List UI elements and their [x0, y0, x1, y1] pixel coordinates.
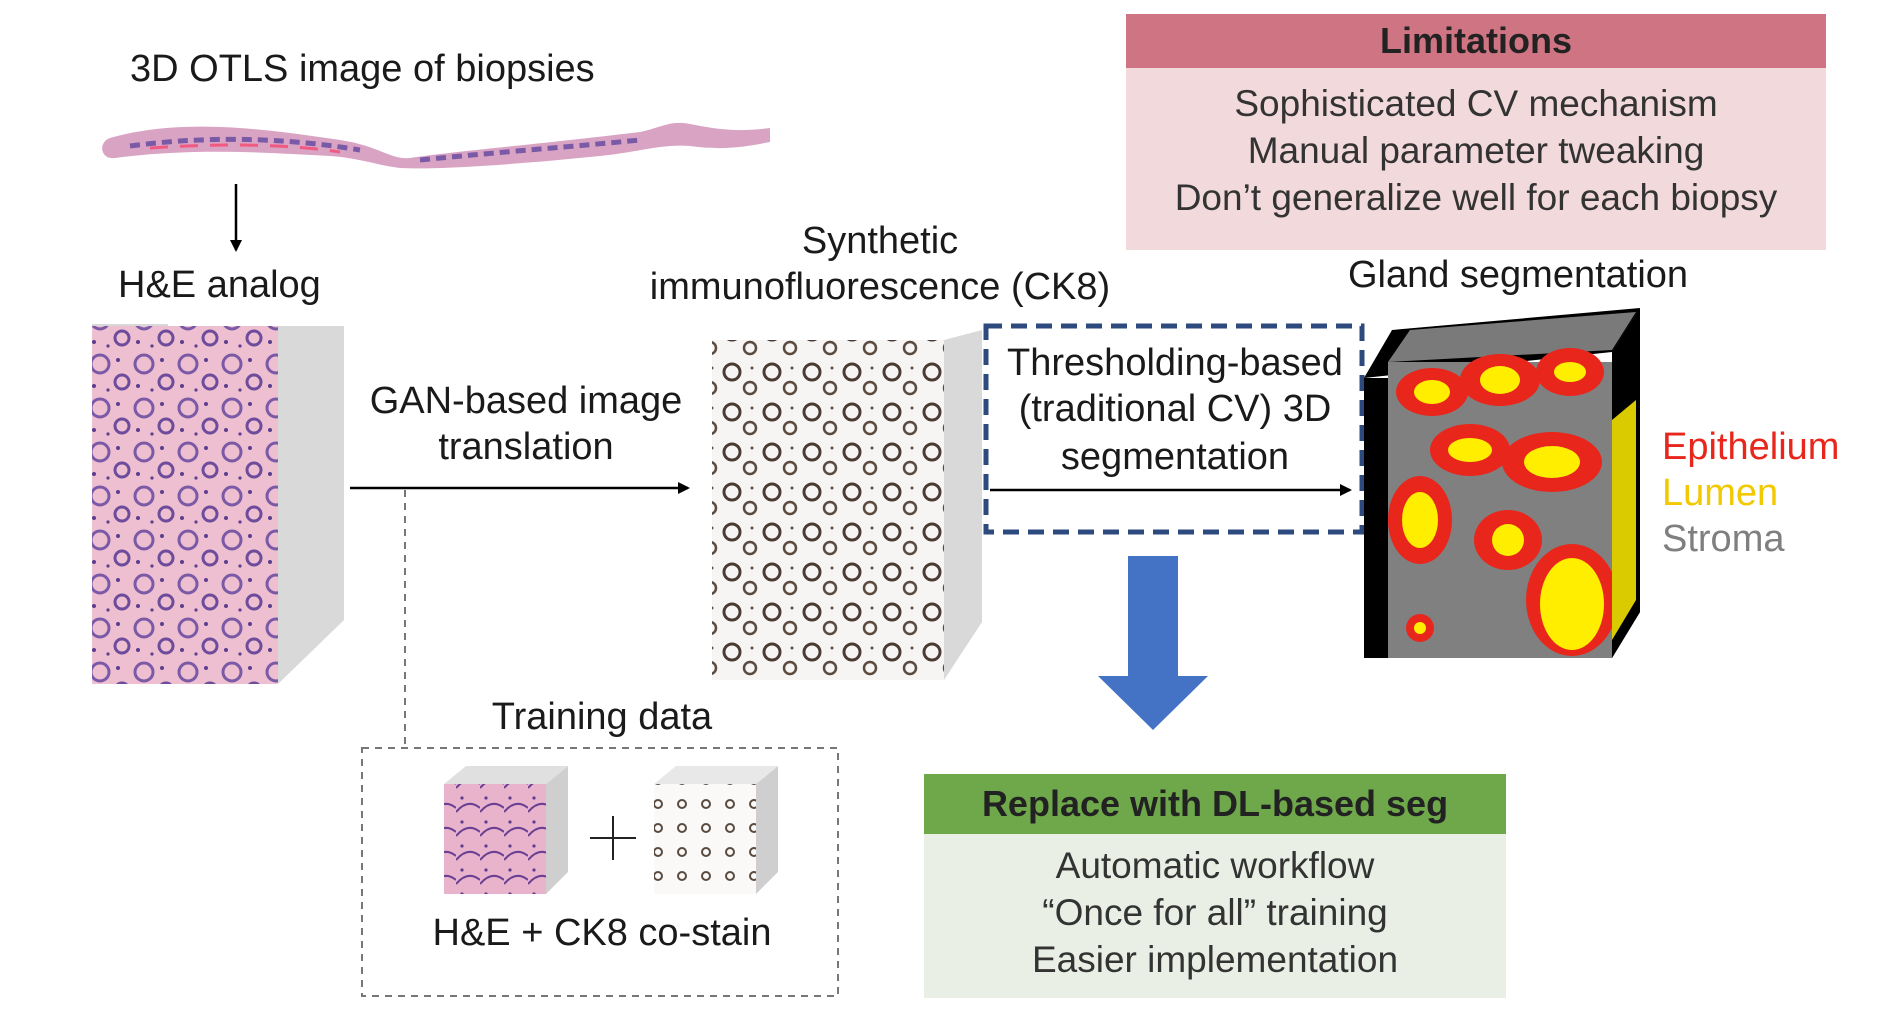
replace-item-3: Easier implementation	[1031, 939, 1399, 980]
replace-item-1: Automatic workflow	[1055, 845, 1375, 886]
legend-stroma: Stroma	[1662, 518, 1785, 560]
otls-title: 3D OTLS image of biopsies	[130, 48, 595, 90]
synthetic-label-line1: Synthetic	[801, 220, 959, 262]
training-ck8-cube	[654, 766, 778, 894]
he-analog-cube	[92, 324, 344, 684]
limitation-item-1: Sophisticated CV mechanism	[1234, 83, 1718, 124]
limitation-item-2: Manual parameter tweaking	[1247, 130, 1705, 171]
thresh-label-line3: segmentation	[1060, 436, 1290, 478]
limitations-box: Limitations Sophisticated CV mechanism M…	[1126, 14, 1826, 250]
gan-label-line1: GAN-based image	[369, 380, 683, 422]
replace-title: Replace with DL-based seg	[924, 774, 1506, 834]
plus-sign	[590, 816, 636, 860]
big-down-arrow	[1098, 556, 1208, 730]
training-title: Training data	[491, 696, 713, 738]
training-he-cube	[444, 766, 568, 894]
thresh-label-line2: (traditional CV) 3D	[1018, 388, 1332, 430]
synthetic-label-line2: immunofluorescence (CK8)	[649, 266, 1111, 308]
thresh-label-line1: Thresholding-based	[1007, 342, 1343, 384]
he-analog-label: H&E analog	[118, 264, 321, 306]
limitation-item-3: Don’t generalize well for each biopsy	[1174, 177, 1778, 218]
gan-label-line2: translation	[438, 426, 614, 468]
segmentation-cube	[1364, 308, 1640, 658]
replace-box: Replace with DL-based seg Automatic work…	[924, 774, 1506, 998]
ck8-cube	[712, 330, 982, 680]
legend-lumen: Lumen	[1662, 472, 1779, 514]
training-box	[361, 747, 839, 997]
limitations-title: Limitations	[1126, 14, 1826, 68]
thresholding-box	[983, 323, 1365, 535]
training-caption: H&E + CK8 co-stain	[432, 912, 772, 954]
biopsy-strip-image	[102, 122, 770, 169]
replace-item-2: “Once for all” training	[1042, 892, 1388, 933]
gland-seg-label: Gland segmentation	[1347, 254, 1689, 296]
legend-epithelium: Epithelium	[1662, 426, 1840, 468]
